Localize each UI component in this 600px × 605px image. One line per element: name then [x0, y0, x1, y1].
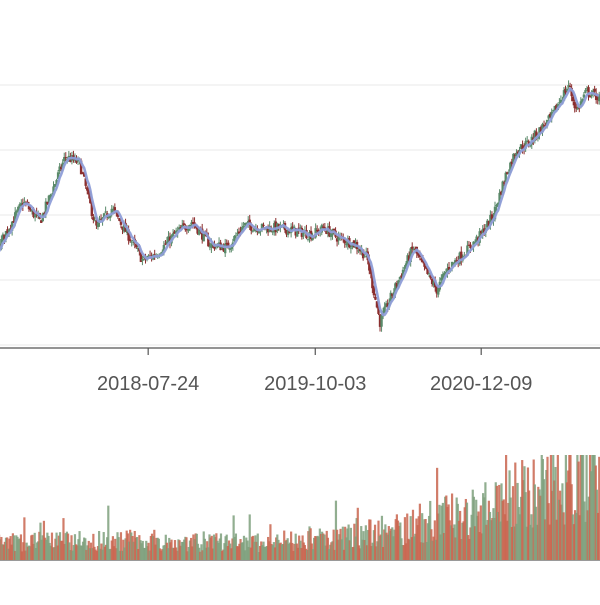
candle-body-412	[590, 94, 592, 95]
candle-body-111	[129, 239, 131, 241]
candle-body-181	[236, 233, 238, 234]
candle-body-180	[235, 235, 237, 236]
candle-body-411	[589, 96, 591, 97]
candle-body-295	[411, 247, 413, 249]
candle-body-264	[363, 256, 365, 257]
grid-layer	[0, 85, 600, 345]
candle-body-398	[569, 86, 571, 87]
candle-body-119	[141, 259, 143, 261]
candle-layer	[0, 80, 600, 331]
candle-body-275	[380, 315, 382, 326]
x-tick-label-3: 2020-12-09	[430, 373, 532, 395]
candle-body-90	[97, 222, 99, 227]
candle-body-69	[65, 157, 67, 158]
candle-body-95	[104, 212, 106, 213]
candle-body-112	[130, 242, 132, 243]
candle-body-146	[183, 223, 185, 225]
candle-body-198	[262, 225, 264, 226]
candle-body-271	[374, 297, 376, 300]
candle-body-173	[224, 244, 226, 254]
candle-body-195	[258, 231, 260, 233]
candle-body-87	[92, 217, 94, 220]
candle-body-49	[34, 214, 36, 217]
candle-body-57	[46, 202, 48, 204]
x-tick-label-1: 2018-07-24	[97, 373, 199, 395]
candle-body-185	[242, 226, 244, 227]
candle-body-227	[307, 239, 309, 240]
candle-body-134	[164, 244, 166, 245]
candle-body-83	[86, 187, 88, 190]
candle-body-408	[584, 90, 586, 93]
candle-body-287	[399, 277, 401, 279]
volume-layer	[0, 455, 600, 561]
candle-body-414	[593, 89, 595, 92]
candle-body-255	[350, 248, 352, 249]
x-tick-label-2: 2019-10-03	[264, 373, 366, 395]
